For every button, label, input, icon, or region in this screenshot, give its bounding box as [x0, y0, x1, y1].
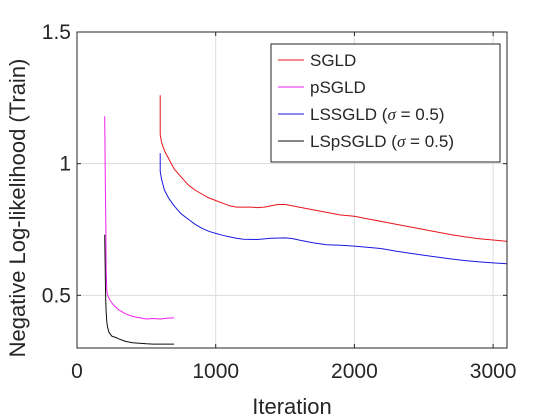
y-axis-label: Negative Log-likelihood (Train) [5, 59, 30, 358]
y-tick-label: 1.5 [42, 21, 71, 44]
legend-label: pSGLD [310, 78, 366, 97]
sigma-symbol: σ [387, 105, 396, 124]
series-line-2 [104, 116, 175, 320]
x-tick-label: 0 [71, 360, 83, 383]
x-axis-label: Iteration [252, 394, 332, 419]
legend-box [270, 43, 501, 163]
x-tick-label: 1000 [192, 360, 239, 383]
series-line-1 [159, 95, 508, 242]
y-tick-label: 0.5 [42, 284, 71, 307]
series-line-4 [104, 234, 175, 345]
axis-ticks [76, 31, 507, 348]
legend-label: LSpSGLD (σ = 0.5) [310, 132, 454, 151]
tick-labels: 0 1000 2000 3000 0.5 1 1.5 [42, 21, 517, 383]
y-tick-label: 1 [59, 153, 71, 176]
plot-series [104, 95, 508, 345]
x-tick-label: 2000 [331, 360, 378, 383]
plot-frame [76, 31, 508, 349]
legend: SGLD pSGLD LSSGLD (σ = 0.5) LSpSGLD (σ = 0.… [270, 43, 501, 163]
legend-label: SGLD [310, 51, 356, 70]
series-line-3 [159, 153, 508, 265]
x-tick-label: 3000 [470, 360, 517, 383]
legend-label: LSSGLD (σ = 0.5) [310, 105, 445, 124]
sigma-symbol: σ [397, 132, 406, 151]
